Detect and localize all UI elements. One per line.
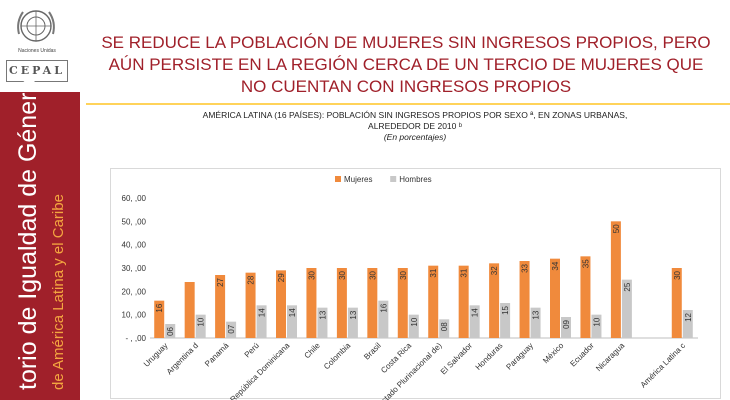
bar-mujeres (458, 265, 469, 338)
vertical-subtitle: de América Latina y el Caribe (50, 194, 67, 390)
data-label: 34 (551, 261, 560, 270)
chart-title-line: ALREDEDOR DE 2010 ᵇ (368, 121, 462, 131)
bar-hombres (530, 307, 541, 338)
page-title: SE REDUCE LA POBLACIÓN DE MUJERES SIN IN… (86, 32, 726, 98)
bar-hombres (317, 307, 328, 338)
chart-subtitle: (En porcentajes) (383, 132, 447, 142)
legend-swatch (390, 176, 397, 182)
legend-label: Hombres (399, 175, 431, 184)
bar-hombres (256, 305, 267, 338)
bar-hombres (408, 314, 419, 338)
data-label: 27 (216, 277, 225, 286)
data-label: 10 (197, 317, 206, 326)
page-title-line: AÚN PERSISTE EN LA REGIÓN CERCA DE UN TE… (108, 55, 704, 74)
y-tick-label: 20, ,00 (122, 287, 147, 296)
y-tick-label: 50, ,00 (122, 217, 147, 226)
y-tick-label: 40, ,00 (122, 241, 147, 250)
vertical-title: torio de Igualdad de Género (14, 78, 42, 390)
bar-mujeres (367, 268, 378, 338)
bar-mujeres (306, 268, 317, 338)
bar-mujeres (428, 265, 439, 338)
data-label: 29 (277, 273, 286, 282)
data-label: 08 (440, 322, 449, 331)
y-tick-label: 30, ,00 (122, 264, 147, 273)
data-label: 14 (471, 308, 480, 317)
bar-hombres (378, 300, 389, 338)
bar-mujeres (550, 258, 560, 338)
data-label: 07 (227, 324, 236, 333)
un-label: Naciones Unidas (18, 48, 56, 54)
bar-mujeres (580, 256, 591, 338)
bar-mujeres (184, 282, 195, 338)
title-divider (86, 103, 730, 105)
bar-hombres (682, 310, 693, 338)
bar-hombres (165, 324, 176, 338)
bar-hombres (226, 321, 237, 338)
data-label: 16 (155, 303, 164, 312)
bar-hombres (347, 307, 358, 338)
page-title-line: NO CUENTAN CON INGRESOS PROPIOS (240, 77, 572, 96)
data-label: 25 (623, 282, 632, 291)
bar-mujeres (397, 268, 408, 338)
bar-mujeres (154, 300, 165, 338)
data-label: 09 (562, 319, 571, 328)
data-label: 14 (258, 308, 267, 317)
data-label: 32 (490, 266, 499, 275)
chart-title-line: AMÉRICA LATINA (16 PAÍSES): POBLACIÓN SI… (202, 110, 628, 120)
y-tick-label: - , ,00 (126, 334, 147, 343)
bar-mujeres (215, 275, 226, 338)
bar-chart: Mujeres Hombres - , ,00 10, ,00 20, ,00 30, ,… (110, 168, 721, 400)
bar-hombres (439, 319, 450, 338)
data-label: 13 (532, 310, 541, 319)
legend-label: Mujeres (344, 175, 372, 184)
legend-swatch (335, 176, 341, 182)
bar-mujeres (519, 261, 530, 338)
data-label: 10 (410, 317, 419, 326)
data-label: 12 (684, 312, 693, 321)
bar-mujeres (336, 268, 347, 338)
data-label: 30 (307, 270, 316, 279)
data-label: 30 (673, 270, 682, 279)
data-label: 35 (581, 259, 590, 268)
bar-hombres (287, 305, 297, 338)
bar-hombres (500, 303, 511, 338)
bar-mujeres (610, 221, 621, 338)
data-label: 33 (521, 263, 530, 272)
data-label: 50 (612, 224, 621, 233)
data-label: 30 (399, 270, 408, 279)
y-tick-label: 10, ,00 (122, 311, 147, 320)
y-tick-label: 60, ,00 (122, 194, 147, 203)
page-title-line: SE REDUCE LA POBLACIÓN DE MUJERES SIN IN… (101, 33, 711, 52)
data-label: 28 (247, 275, 256, 284)
bar-hombres (469, 305, 480, 338)
data-label: 15 (501, 305, 510, 314)
bar-mujeres (489, 263, 500, 338)
data-label: 13 (318, 310, 327, 319)
bar-hombres (195, 314, 206, 338)
sidebar: Naciones Unidas CEPAL torio de Igualdad … (0, 0, 80, 400)
cepal-logo: CEPAL (6, 60, 68, 82)
data-label: 31 (460, 268, 469, 277)
bar-mujeres (245, 272, 256, 338)
bar-mujeres (276, 270, 286, 338)
data-label: 31 (429, 268, 438, 277)
chart-title: AMÉRICA LATINA (16 PAÍSES): POBLACIÓN SI… (120, 110, 710, 143)
data-label: 10 (592, 317, 601, 326)
data-label: 14 (288, 308, 297, 317)
bar-hombres (621, 279, 632, 338)
data-label: 30 (338, 270, 347, 279)
un-emblem-icon (17, 10, 55, 42)
bar-hombres (561, 317, 571, 338)
data-label: 30 (368, 270, 377, 279)
data-label: 06 (166, 326, 175, 335)
data-label: 16 (379, 303, 388, 312)
logo-area: Naciones Unidas CEPAL (0, 0, 80, 92)
vertical-text-area: torio de Igualdad de Género de América L… (0, 79, 80, 400)
bar-hombres (591, 314, 602, 338)
bar-mujeres (671, 268, 682, 338)
data-label: 13 (349, 310, 358, 319)
